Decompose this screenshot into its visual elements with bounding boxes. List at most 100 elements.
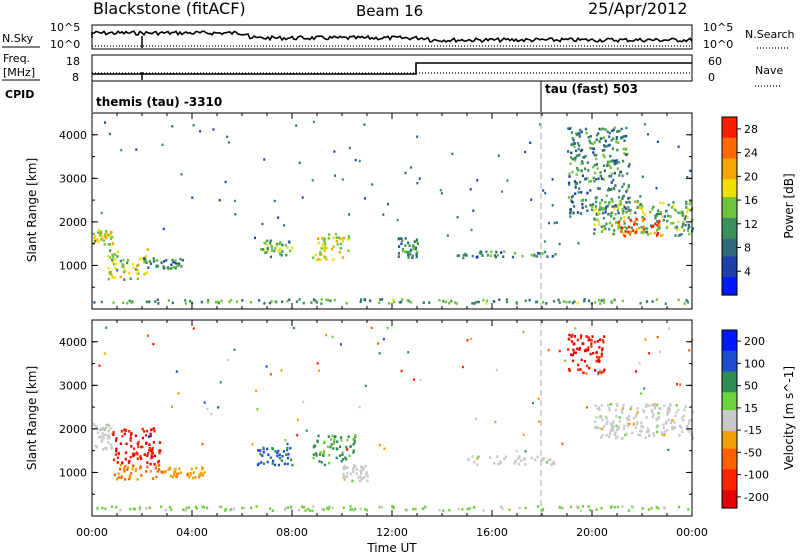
data-cell [492,300,495,303]
data-cell [591,142,594,146]
data-cell [686,428,690,431]
data-cell [613,171,616,175]
data-cell [130,472,133,475]
data-cell [102,239,106,242]
y-tick-label: 1000 [59,259,87,272]
data-cell [328,505,331,509]
colorbar-segment [722,161,737,166]
data-cell [476,463,479,467]
data-cell [107,436,110,439]
data-cell [448,301,451,305]
data-cell [644,213,647,216]
data-cell [153,259,156,262]
data-cell [174,467,177,471]
colorbar-tick-label: 200 [744,335,765,348]
data-cell [683,408,686,412]
power-colorbar-label: Power [dB] [782,173,796,238]
data-cell [560,506,563,510]
data-cell [499,460,502,463]
data-cell [136,277,139,281]
colorbar-segment [722,430,737,435]
data-cell [135,451,138,454]
data-cell [614,431,617,434]
data-cell [115,447,118,451]
colorbar-segment [722,179,737,183]
colorbar-segment [722,164,737,169]
data-cell [598,408,601,411]
data-cell [345,301,348,305]
data-cell [681,225,684,229]
data-cell [199,130,202,133]
data-cell [625,226,628,230]
colorbar-segment [722,262,737,266]
data-cell [144,259,147,262]
data-cell [340,459,343,463]
data-cell [616,505,619,509]
data-cell [612,128,615,131]
scatter-region [256,446,294,467]
data-cell [674,209,678,212]
data-cell [283,462,286,466]
data-cell [686,216,689,219]
data-cell [687,223,690,227]
data-cell [346,466,349,469]
data-cell [308,509,312,512]
data-cell [113,253,117,256]
data-cell [581,162,584,165]
data-cell [341,453,344,456]
data-cell [92,232,95,236]
data-cell [658,227,661,230]
colorbar-segment [722,371,737,376]
data-cell [605,417,608,420]
data-cell [605,434,608,437]
colorbar-tick-label: 8 [744,242,751,255]
data-cell [220,299,223,303]
data-cell [589,141,592,145]
data-cell [286,442,289,446]
data-cell [649,232,652,235]
data-cell [127,477,131,481]
colorbar-tick-label: 15 [744,402,758,415]
data-cell [341,256,344,259]
data-cell [110,505,114,508]
data-cell [144,434,148,437]
data-cell [331,434,334,438]
data-cell [428,301,431,304]
data-cell [524,506,527,510]
data-cell [600,404,603,407]
data-cell [116,456,119,460]
data-cell [279,241,282,244]
data-cell [407,351,410,354]
data-cell [596,218,599,221]
data-cell [485,302,488,305]
colorbar-segment [722,244,737,249]
data-cell [328,461,331,465]
data-cell [363,197,366,200]
data-cell [648,434,651,437]
colorbar-segment [722,389,737,393]
data-cell [637,201,640,205]
data-cell [234,213,237,216]
data-cell [324,246,327,249]
data-cell [581,160,584,163]
data-cell [266,239,269,242]
data-cell [685,299,688,302]
data-cell [588,180,591,183]
data-cell [175,370,178,373]
data-cell [98,364,101,367]
data-cell [522,433,525,436]
x-tick-label: 00:00 [76,526,108,539]
data-cell [198,473,201,476]
data-cell [217,406,220,409]
data-cell [345,457,348,461]
data-cell [617,427,620,431]
data-cell [579,180,582,184]
data-cell [382,213,385,216]
data-cell [558,349,561,353]
data-cell [572,142,576,146]
data-cell [469,188,472,191]
data-cell [683,302,686,305]
data-cell [100,238,103,241]
data-cell [155,475,158,479]
